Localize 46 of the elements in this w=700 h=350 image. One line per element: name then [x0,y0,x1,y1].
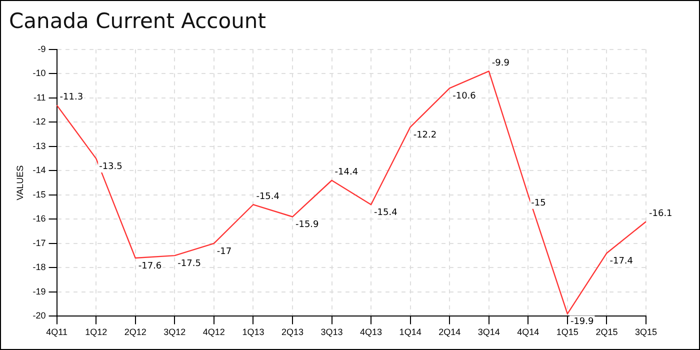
y-tick-label: -10 [32,68,46,78]
x-tick-label: 2Q14 [438,327,461,338]
data-label: -9.9 [492,58,510,69]
y-axis-title: VALUES [14,165,25,200]
x-tick-label: 2Q12 [124,327,146,338]
y-tick-label: -18 [32,262,46,272]
data-label: -13.5 [99,162,122,172]
data-label: -15.4 [256,192,280,202]
data-label: -11.3 [60,92,84,103]
y-tick-label: -12 [32,116,46,127]
data-label: -15 [531,198,546,208]
data-label: -10.6 [452,92,476,102]
x-tick-label: 1Q15 [556,327,578,338]
x-tick-label: 4Q14 [517,327,540,338]
y-tick-label: -17 [32,238,46,248]
y-tick-label: -20 [32,310,46,321]
data-label: -17.4 [610,256,634,266]
x-tick-label: 3Q15 [634,327,658,338]
data-label: -14.4 [334,168,358,178]
data-label: -17.5 [178,258,201,269]
data-label: -16.1 [649,208,672,219]
data-label: -17.6 [138,261,162,272]
x-tick-label: 3Q14 [478,327,500,338]
x-tick-label: 2Q13 [281,327,304,338]
x-tick-label: 3Q13 [320,327,343,338]
y-tick-label: -11 [33,92,46,102]
data-label: -19.9 [570,317,594,328]
data-label: -15.9 [295,220,320,230]
x-tick-label: 4Q12 [202,327,225,338]
y-tick-label: -14 [32,165,46,176]
chart-title: Canada Current Account [9,9,266,33]
x-tick-label: 2Q15 [596,327,618,338]
y-tick-label: -9 [38,44,46,54]
y-tick-label: -13 [32,140,46,151]
y-tick-label: -15 [32,189,46,200]
y-tick-label: -16 [32,214,46,224]
x-tick-label: 1Q14 [399,327,422,338]
data-label: -17 [216,246,232,257]
x-tick-label: 4Q13 [360,327,382,338]
data-label: -15.4 [374,208,398,218]
x-tick-label: 1Q13 [242,327,264,338]
x-tick-label: 4Q11 [46,327,68,338]
y-tick-label: -19 [32,286,46,296]
data-label: -12.2 [413,130,437,140]
x-tick-label: 1Q12 [85,327,108,338]
x-tick-label: 3Q12 [164,327,186,338]
